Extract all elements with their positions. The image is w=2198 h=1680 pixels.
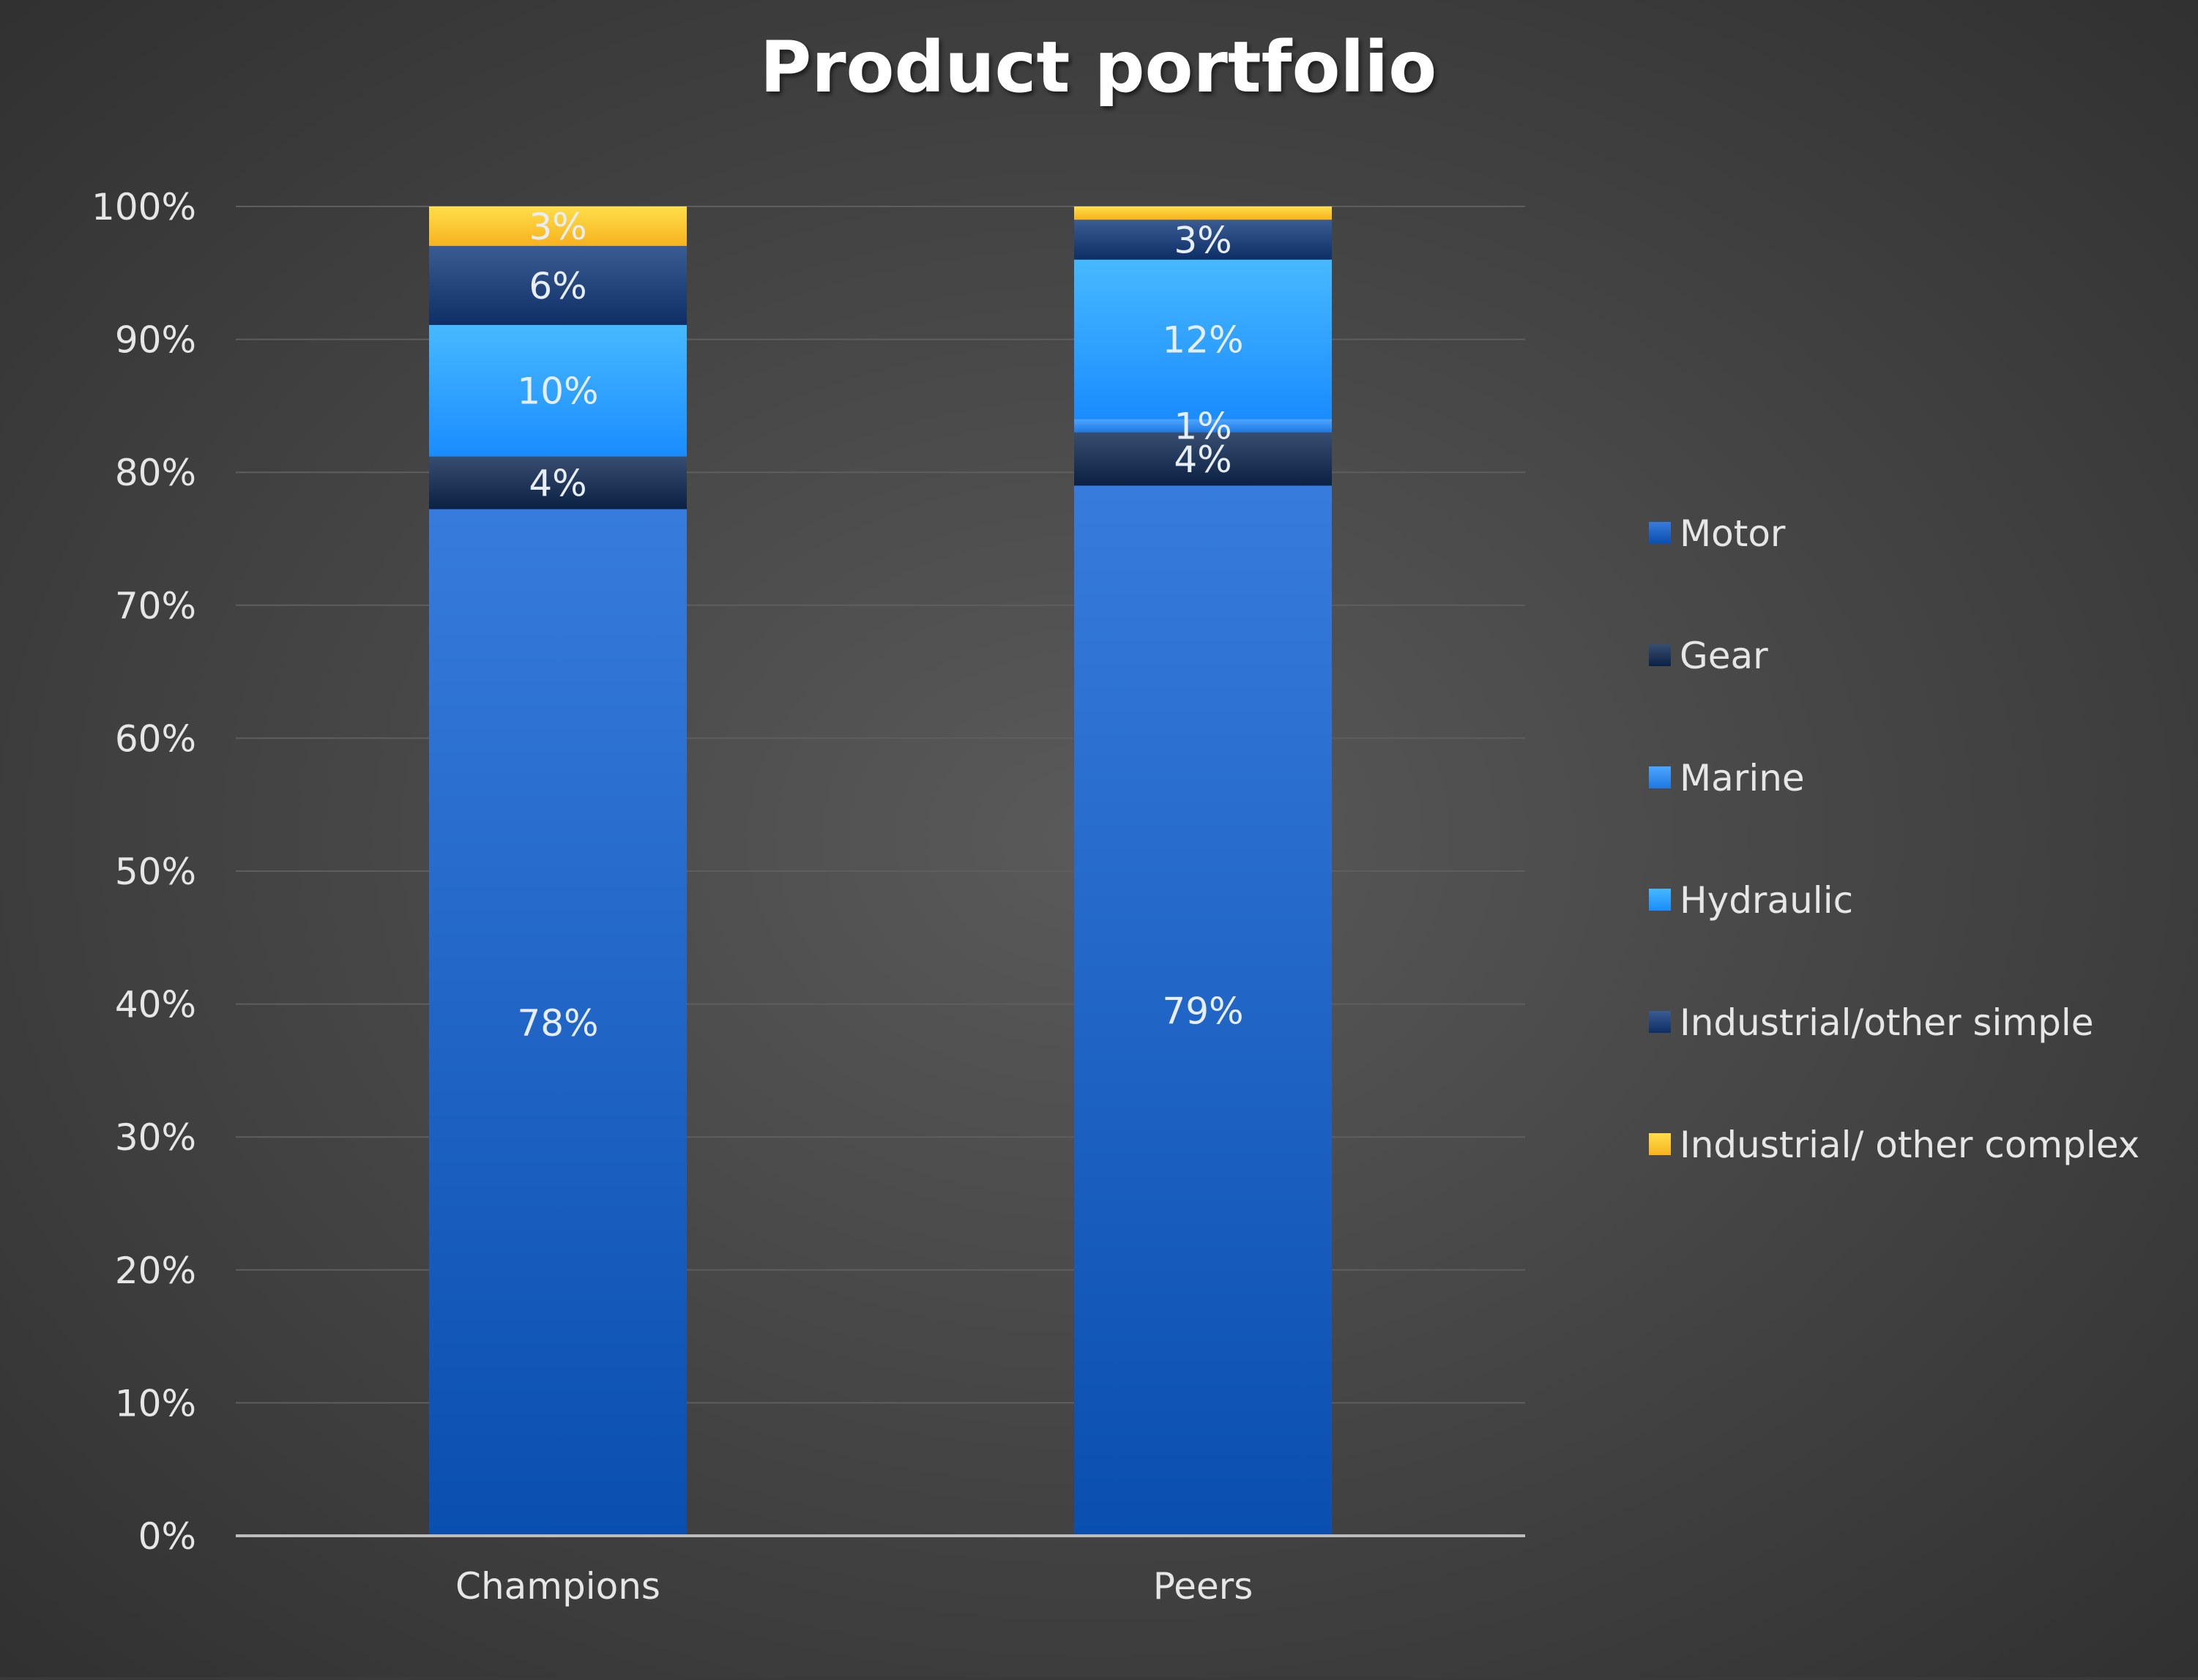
data-label: 4% bbox=[529, 463, 586, 505]
y-tick-label: 90% bbox=[115, 319, 196, 362]
legend-label: Gear bbox=[1680, 635, 1768, 677]
bar-segment bbox=[429, 456, 687, 509]
y-tick-label: 50% bbox=[115, 851, 196, 893]
legend-label: Industrial/other simple bbox=[1680, 1001, 2093, 1044]
y-tick-label: 60% bbox=[115, 717, 196, 760]
bar-segment bbox=[429, 206, 687, 246]
data-label: 10% bbox=[517, 370, 598, 413]
legend-label: Motor bbox=[1680, 512, 1786, 555]
legend-swatch bbox=[1649, 1133, 1671, 1155]
bars bbox=[429, 206, 1332, 1536]
y-tick-label: 20% bbox=[115, 1250, 196, 1292]
chart-title: Product portfolio bbox=[760, 26, 1437, 108]
legend-label: Industrial/ other complex bbox=[1680, 1124, 2139, 1166]
bar-segment bbox=[1074, 259, 1332, 419]
data-label: 6% bbox=[529, 265, 586, 307]
data-labels: 78%4%10%6%3%79%4%1%12%3% bbox=[517, 206, 1243, 1045]
bar-segment bbox=[1074, 220, 1332, 260]
legend-swatch bbox=[1649, 644, 1671, 666]
legend-swatch bbox=[1649, 522, 1671, 544]
legend-label: Marine bbox=[1680, 757, 1805, 799]
y-tick-label: 10% bbox=[115, 1382, 196, 1425]
bar-segment bbox=[1074, 432, 1332, 486]
x-tick-label: Champions bbox=[455, 1565, 660, 1608]
data-label: 12% bbox=[1162, 319, 1243, 362]
y-tick-label: 70% bbox=[115, 585, 196, 627]
bar-segment bbox=[429, 324, 687, 457]
bar-segment bbox=[1074, 419, 1332, 433]
data-label: 4% bbox=[1174, 438, 1232, 481]
y-tick-label: 100% bbox=[92, 186, 196, 228]
legend-label: Hydraulic bbox=[1680, 879, 1853, 922]
y-tick-label: 30% bbox=[115, 1116, 196, 1159]
y-tick-label: 80% bbox=[115, 452, 196, 494]
bar-segment bbox=[1074, 206, 1332, 220]
bar-segment bbox=[1074, 485, 1332, 1536]
data-label: 78% bbox=[517, 1002, 598, 1045]
data-label: 79% bbox=[1162, 990, 1243, 1033]
legend: Motor Gear Marine Hydraulic Industrial/other… bbox=[1649, 512, 2139, 1166]
bar-segment bbox=[429, 245, 687, 325]
bar-segment bbox=[429, 509, 687, 1536]
legend-swatch bbox=[1649, 889, 1671, 911]
data-label: 3% bbox=[529, 206, 586, 248]
x-tick-label: Peers bbox=[1153, 1565, 1253, 1608]
legend-swatch bbox=[1649, 1011, 1671, 1033]
data-label: 1% bbox=[1174, 406, 1232, 448]
y-tick-label: 0% bbox=[138, 1515, 196, 1558]
legend-swatch bbox=[1649, 766, 1671, 788]
data-label: 3% bbox=[1174, 219, 1232, 261]
axes: 0% 10% 20% 30% 40% 50% 60% 70% 80% 90% 100% Champio… bbox=[92, 186, 1525, 1608]
y-tick-label: 40% bbox=[115, 984, 196, 1026]
